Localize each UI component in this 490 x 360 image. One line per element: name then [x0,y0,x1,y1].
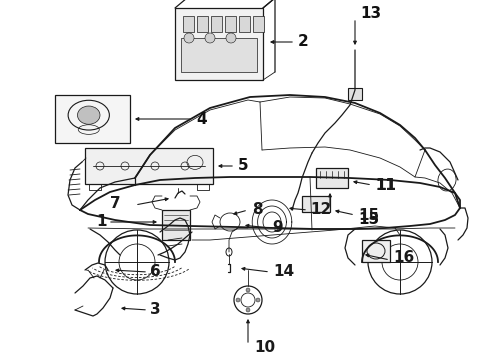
Text: 11: 11 [375,177,396,193]
Text: 10: 10 [254,341,275,356]
Bar [302,196,330,212]
Text: 1: 1 [96,215,106,230]
Text: 7: 7 [110,197,121,211]
Bar [348,88,362,100]
Circle shape [256,298,260,302]
Text: 6: 6 [150,265,161,279]
Circle shape [236,298,240,302]
Circle shape [205,33,215,43]
Bar [239,16,250,32]
Text: 5: 5 [238,158,248,174]
Circle shape [226,33,236,43]
Bar [362,240,390,262]
Text: 2: 2 [298,35,309,49]
Bar [183,16,194,32]
Bar [225,16,236,32]
Text: 15: 15 [358,212,379,228]
Bar [85,148,213,184]
Circle shape [184,33,194,43]
Text: 16: 16 [393,251,414,266]
Bar [55,95,130,143]
Text: 13: 13 [360,6,381,22]
Text: 11: 11 [375,177,396,193]
Text: 15: 15 [358,207,379,222]
Text: 12: 12 [310,202,331,217]
Ellipse shape [77,106,100,124]
Bar [197,16,208,32]
Bar [253,16,264,32]
Text: 4: 4 [196,112,207,126]
Text: 14: 14 [273,265,294,279]
Bar [211,16,222,32]
Text: 11: 11 [375,177,396,193]
Text: 8: 8 [252,202,263,217]
Bar [175,8,263,80]
Bar [316,168,348,188]
Text: 3: 3 [150,302,161,318]
Circle shape [246,308,250,312]
Bar [162,210,190,240]
Text: 9: 9 [272,220,283,235]
Bar [181,38,257,72]
Circle shape [246,288,250,292]
